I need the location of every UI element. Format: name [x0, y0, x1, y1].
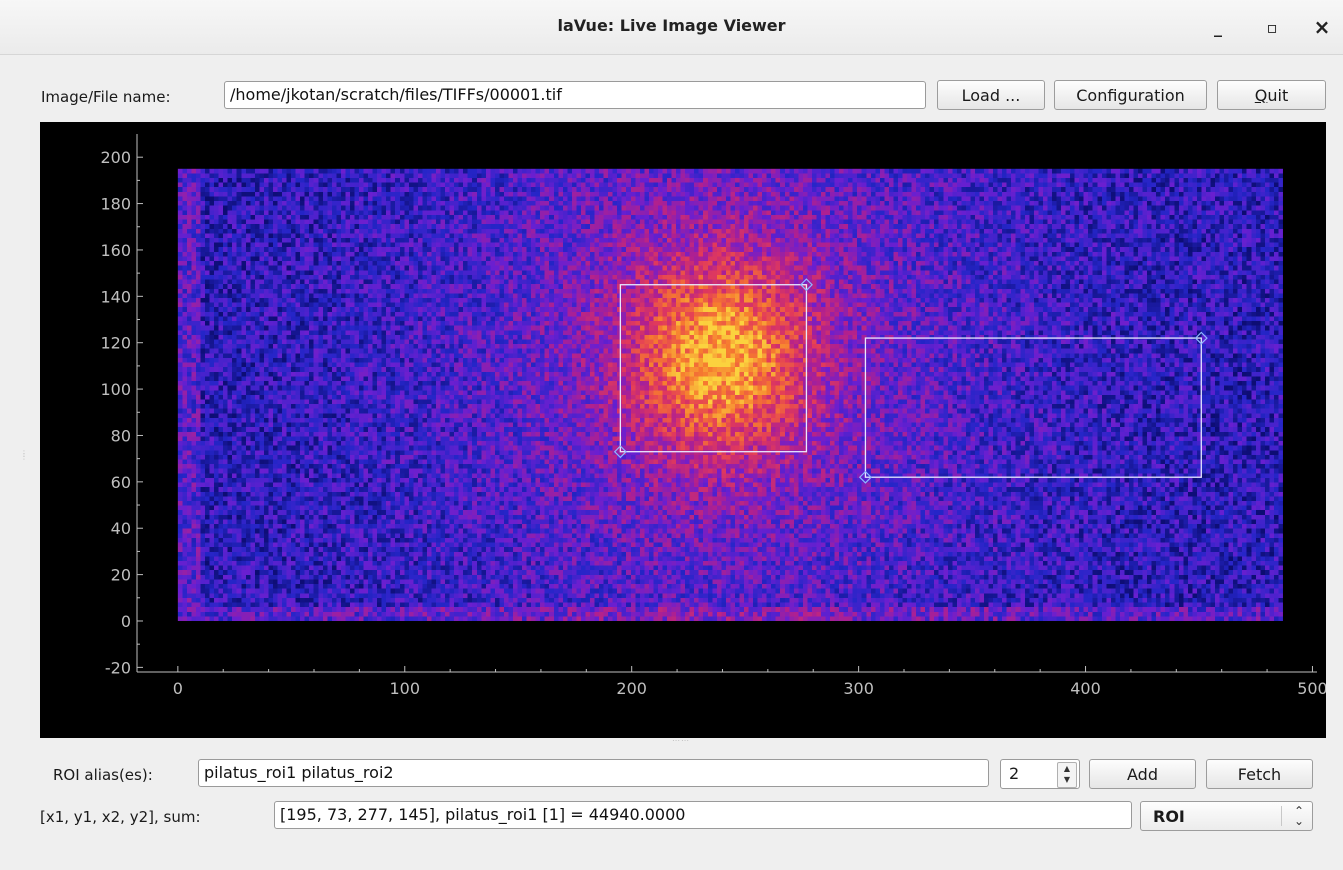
updown-chevron-icon: ⌃ ⌄ [1293, 804, 1304, 828]
detector-image[interactable] [177, 168, 1283, 621]
roi-alias-input[interactable]: pilatus_roi1 pilatus_roi2 [198, 759, 989, 787]
roi-rectangle[interactable] [864, 337, 1202, 478]
roi-handle-icon[interactable] [613, 445, 627, 459]
fetch-roi-button[interactable]: Fetch [1206, 759, 1313, 789]
roi-mode-value: ROI [1153, 807, 1185, 826]
roi-overlays[interactable] [613, 278, 1208, 484]
roi-handle-icon[interactable] [858, 470, 872, 484]
y-tick-label: 80 [111, 426, 131, 445]
roi-sum-label: [x1, y1, x2, y2], sum: [40, 808, 201, 826]
left-splitter-handle[interactable]: ⋮ ⋮ [20, 449, 29, 461]
roi-count-spinbox[interactable]: 2 ▲ ▼ [1000, 759, 1080, 789]
file-name-label: Image/File name: [41, 88, 171, 106]
image-viewer[interactable]: 200 180 160 140 120 100 80 60 40 20 0 -20 0 100 200 300… [40, 122, 1326, 738]
y-tick-label: 180 [100, 195, 131, 214]
quit-label-rest: uit [1267, 85, 1289, 105]
y-tick-label: 60 [111, 473, 131, 492]
window-title: laVue: Live Image Viewer [557, 16, 786, 35]
title-bar: laVue: Live Image Viewer _ ▫ × [0, 0, 1343, 55]
roi-handle-icon[interactable] [1194, 331, 1208, 345]
x-tick-label: 500 [1297, 679, 1326, 698]
roi-mode-select[interactable]: ROI ⌃ ⌄ [1140, 801, 1313, 831]
y-tick-label: 200 [100, 148, 131, 167]
quit-mnemonic: Q [1254, 85, 1268, 105]
roi-handle-icon[interactable] [799, 278, 813, 292]
x-tick-label: 200 [616, 679, 647, 698]
roi-box-2[interactable] [858, 331, 1208, 484]
detector-image-pixels[interactable] [177, 168, 1283, 621]
y-tick-label: 0 [121, 612, 131, 631]
load-button[interactable]: Load ... [937, 80, 1045, 110]
roi-alias-label: ROI alias(es): [53, 766, 153, 784]
roi-rectangle[interactable] [619, 284, 808, 453]
roi-box-1[interactable] [613, 278, 813, 459]
x-tick-label: 0 [173, 679, 183, 698]
y-tick-label: 140 [100, 287, 131, 306]
add-roi-button[interactable]: Add [1089, 759, 1196, 789]
configuration-button[interactable]: Configuration [1054, 80, 1207, 110]
bottom-splitter-handle[interactable]: ⋯⋯ [672, 736, 690, 745]
y-tick-label: 20 [111, 566, 131, 585]
roi-count-value: 2 [1009, 764, 1020, 783]
minimize-icon[interactable]: _ [1214, 17, 1222, 37]
y-tick-label: 120 [100, 334, 131, 353]
x-tick-label: 100 [389, 679, 420, 698]
maximize-icon[interactable]: ▫ [1266, 17, 1278, 37]
y-tick-label: 40 [111, 519, 131, 538]
y-tick-label: -20 [105, 658, 131, 677]
x-tick-label: 300 [843, 679, 874, 698]
spin-arrows-icon[interactable]: ▲ ▼ [1057, 762, 1077, 788]
roi-sum-output: [195, 73, 277, 145], pilatus_roi1 [1] = … [274, 801, 1132, 829]
y-tick-label: 100 [100, 380, 131, 399]
x-tick-label: 400 [1070, 679, 1101, 698]
close-icon[interactable]: × [1313, 15, 1331, 39]
file-name-input[interactable]: /home/jkotan/scratch/files/TIFFs/00001.t… [224, 81, 926, 109]
y-tick-label: 160 [100, 241, 131, 260]
